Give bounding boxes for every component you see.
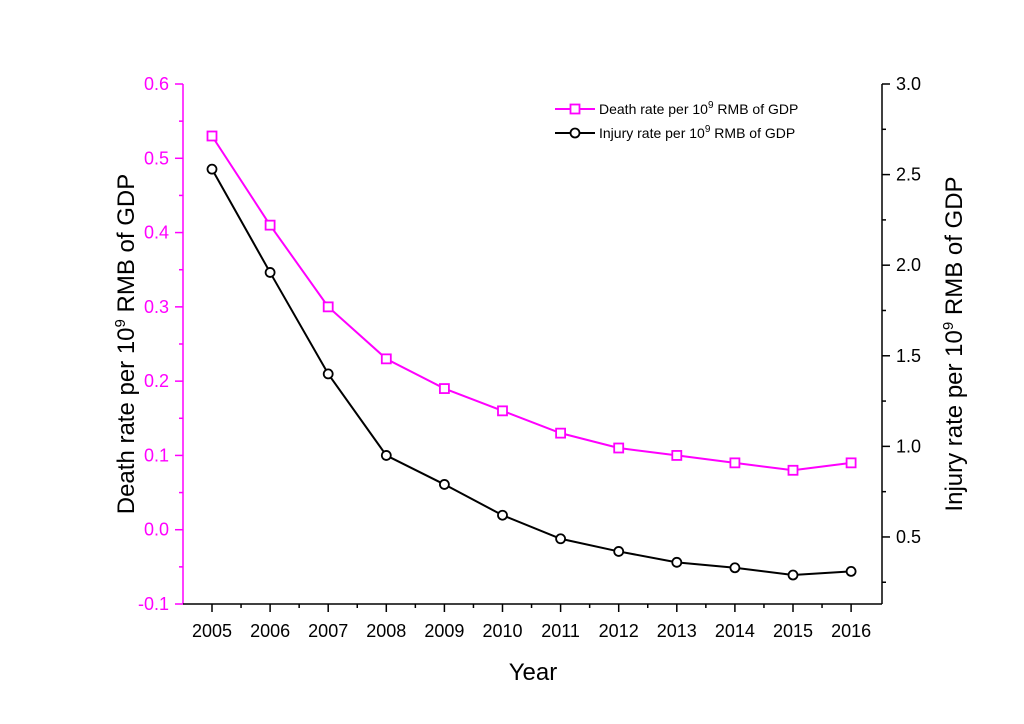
right-y-tick-label: 0.5 — [896, 527, 921, 547]
left-y-axis-title-superscript: 9 — [112, 319, 129, 327]
legend-marker-sample — [569, 103, 581, 115]
left-y-tick-label: -0.1 — [138, 594, 169, 614]
x-tick-label: 2011 — [541, 621, 580, 641]
x-tick-label: 2010 — [482, 621, 522, 641]
x-tick-label: 2006 — [250, 621, 290, 641]
left-y-tick-label: 0.4 — [144, 223, 169, 243]
right-y-tick-label: 1.5 — [896, 346, 921, 366]
legend-label-superscript: 9 — [705, 124, 711, 135]
series-1-point — [497, 405, 508, 417]
series-2-point — [206, 163, 218, 175]
x-tick-label: 2013 — [657, 621, 697, 641]
legend-label-prefix: Death rate per 10 — [599, 101, 708, 117]
x-tick-label: 2005 — [192, 621, 232, 641]
series-1-point — [380, 353, 392, 365]
series-1-point — [206, 130, 218, 142]
right-y-axis-title: Injury rate per 109 RMB of GDP — [940, 176, 968, 511]
series-1-point — [322, 301, 334, 313]
series-1-point — [845, 457, 857, 469]
series-2-point — [322, 368, 334, 380]
left-y-tick-label: 0.6 — [144, 74, 169, 94]
right-y-axis-title-prefix: Injury rate per 10 — [941, 330, 968, 511]
left-y-axis-title-suffix: RMB of GDP — [113, 174, 140, 319]
series-2-point — [671, 556, 683, 568]
legend-marker-sample — [569, 127, 581, 139]
series-2-point — [729, 562, 741, 574]
series-2-point — [613, 546, 625, 557]
x-tick-label: 2016 — [831, 621, 871, 641]
right-y-axis-title-superscript: 9 — [940, 322, 957, 330]
series-1-point — [555, 427, 566, 439]
right-y-axis-title-suffix: RMB of GDP — [941, 176, 968, 321]
x-tick-label: 2012 — [599, 621, 639, 641]
series-1-point — [264, 219, 276, 231]
series-2-point — [380, 450, 392, 461]
series-2-point — [845, 565, 857, 577]
left-y-tick-label: 0.2 — [144, 371, 169, 391]
series-2-point — [438, 479, 450, 490]
series-1-point — [671, 450, 683, 461]
right-y-tick-label: 1.0 — [896, 436, 921, 456]
left-y-axis-title-prefix: Death rate per 10 — [113, 327, 140, 514]
legend-label-suffix: RMB of GDP — [710, 125, 795, 141]
series-1-point — [787, 464, 799, 476]
series-2-point — [787, 569, 799, 581]
series-1-line — [211, 135, 852, 472]
series-2-point — [497, 509, 508, 521]
legend-entry-2: Injury rate per 109 RMB of GDP — [555, 124, 795, 141]
left-y-axis-title: Death rate per 109 RMB of GDP — [112, 174, 140, 515]
series-2-line — [211, 168, 852, 577]
right-y-tick-label: 2.0 — [896, 255, 921, 275]
x-tick-label: 2009 — [424, 621, 464, 641]
right-y-tick-label: 2.5 — [896, 165, 921, 185]
axes-layer: -0.1 0.0 0.1 0.2 0.3 0.4 0.5 0.6 0.5 1.0 1.5 2.0 2.5… — [112, 74, 968, 686]
x-tick-label: 2015 — [773, 621, 813, 641]
legend-entry-1: Death rate per 109 RMB of GDP — [555, 100, 798, 117]
series-1-point — [613, 442, 625, 454]
x-tick-label: 2008 — [366, 621, 406, 641]
series-2-point — [555, 533, 566, 545]
legend-label: Injury rate per 109 RMB of GDP — [599, 124, 795, 141]
legend-label-prefix: Injury rate per 10 — [599, 125, 705, 141]
series-1-group — [206, 130, 857, 476]
x-axis-title: Year — [509, 659, 558, 686]
left-y-tick-label: 0.3 — [144, 297, 169, 317]
series-2-group — [206, 163, 857, 581]
legend-label-suffix: RMB of GDP — [714, 101, 799, 117]
left-y-tick-label: 0.0 — [144, 520, 169, 540]
x-tick-label: 2014 — [715, 621, 755, 641]
x-tick-label: 2007 — [308, 621, 348, 641]
series-1-point — [729, 457, 741, 469]
series-2-point — [264, 267, 276, 278]
left-y-tick-label: 0.5 — [144, 148, 169, 168]
left-y-tick-label: 0.1 — [144, 445, 169, 465]
series-1-point — [438, 383, 450, 394]
legend-label-superscript: 9 — [708, 100, 714, 111]
series-layer — [206, 130, 857, 581]
legend-label: Death rate per 109 RMB of GDP — [599, 100, 798, 117]
right-y-tick-label: 3.0 — [896, 74, 921, 94]
